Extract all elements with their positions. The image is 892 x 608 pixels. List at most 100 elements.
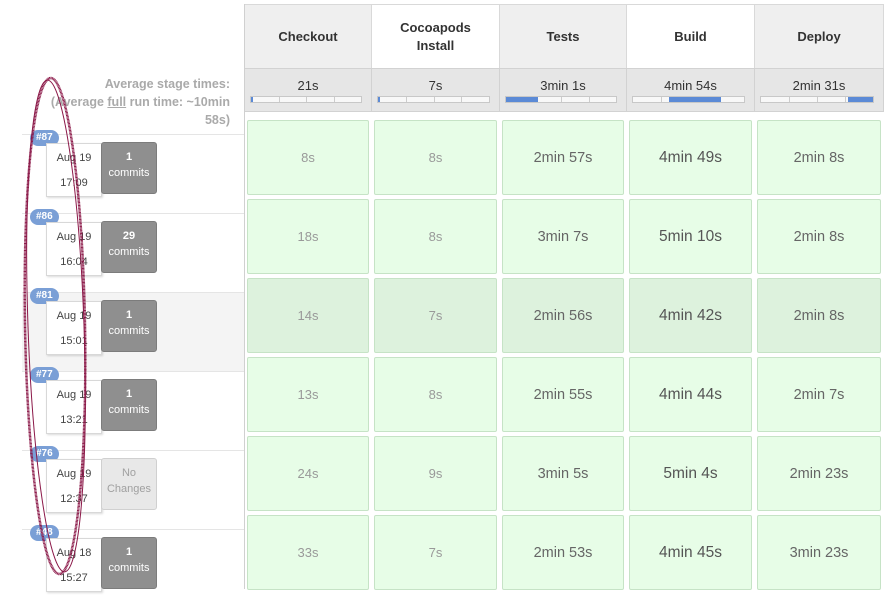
stage-cell-build[interactable]: 5min 10s [629,199,752,274]
stage-cell-cocoapods-install[interactable]: 9s [374,436,497,511]
stage-cell-checkout[interactable]: 24s [247,436,369,511]
stage-cell-checkout[interactable]: 14s [247,278,369,353]
stage-duration: 2min 8s [793,149,845,166]
progress-tick [278,97,280,102]
stage-cell-cocoapods-install[interactable]: 8s [374,357,497,432]
commits-button[interactable]: 1 commits [101,537,157,589]
commits-count: No [121,467,137,479]
progress-tick [433,97,435,102]
stage-duration: 9s [428,466,443,481]
stage-cell-tests[interactable]: 2min 55s [502,357,624,432]
avg-line-1: Average stage times: [104,77,230,91]
stage-cell-tests[interactable]: 2min 57s [502,120,624,195]
stage-duration: 18s [297,229,319,244]
full-run-time-link[interactable]: full [107,95,127,109]
progress-tick [561,97,562,102]
stage-duration: 3min 5s [537,465,589,482]
stage-cell-build[interactable]: 5min 4s [629,436,752,511]
stage-average-value: 7s [428,78,443,93]
stage-cell-deploy[interactable]: 2min 7s [757,357,881,432]
stage-duration: 2min 56s [533,307,593,324]
commits-button[interactable]: 29 commits [101,221,157,273]
stage-duration: 5min 10s [659,227,722,245]
stage-cell-build[interactable]: 4min 44s [629,357,752,432]
stage-cell-build[interactable]: 4min 45s [629,515,752,590]
stage-duration: 3min 7s [537,228,589,245]
commits-button[interactable]: 1 commits [101,142,157,194]
build-date: Aug 19 [56,231,92,243]
stage-cell-checkout[interactable]: 33s [247,515,369,590]
stage-cell-checkout[interactable]: 13s [247,357,369,432]
stage-header-build: Build [627,4,755,68]
commits-label: commits [108,562,150,574]
stage-cell-deploy[interactable]: 3min 23s [757,515,881,590]
stage-duration: 8s [428,150,443,165]
stage-duration: 24s [297,466,319,481]
stage-header-label: Tests [546,28,580,44]
stage-progress-bar [632,96,745,103]
build-row[interactable]: #76 Aug 19 12:37 No Changes [22,446,244,529]
stage-average-value: 21s [297,78,319,93]
build-row[interactable]: #87 Aug 19 17:09 1 commits [22,130,244,213]
commits-count: 1 [125,309,133,321]
stage-cell-tests[interactable]: 3min 5s [502,436,624,511]
stage-cell-checkout[interactable]: 8s [247,120,369,195]
commits-count: 1 [125,546,133,558]
avg-line-3: 58s) [204,113,230,127]
stage-cell-cocoapods-install[interactable]: 8s [374,199,497,274]
stage-duration: 2min 8s [793,307,845,324]
commits-button[interactable]: 1 commits [101,379,157,431]
stage-cell-tests[interactable]: 3min 7s [502,199,624,274]
commits-button[interactable]: 1 commits [101,300,157,352]
stage-cell-tests[interactable]: 2min 53s [502,515,624,590]
stage-progress-bar [250,96,362,103]
progress-fill [378,97,380,102]
stage-duration: 8s [428,387,443,402]
stage-duration: 7s [428,545,443,560]
build-date-box: Aug 19 17:09 [46,143,102,197]
stage-cell-cocoapods-install[interactable]: 7s [374,278,497,353]
stage-cell-tests[interactable]: 2min 56s [502,278,624,353]
stage-header-label: Cocoapods Install [400,19,471,53]
stage-duration: 8s [301,150,315,165]
stage-header-tests: Tests [500,4,627,68]
commits-label: commits [108,404,150,416]
build-row[interactable]: #77 Aug 19 13:21 1 commits [22,367,244,450]
build-row[interactable]: #86 Aug 19 16:04 29 commits [22,209,244,292]
stage-cell-deploy[interactable]: 2min 8s [757,278,881,353]
build-date: Aug 19 [56,468,92,480]
progress-tick [660,97,662,102]
stage-cell-build[interactable]: 4min 42s [629,278,752,353]
stage-cell-build[interactable]: 4min 49s [629,120,752,195]
build-time: 13:21 [60,414,88,426]
stage-cell-cocoapods-install[interactable]: 7s [374,515,497,590]
stage-average-value: 2min 31s [792,78,846,93]
stage-header-checkout: Checkout [245,4,372,68]
build-time: 16:04 [60,256,88,268]
stage-cell-deploy[interactable]: 2min 23s [757,436,881,511]
progress-tick [306,97,307,102]
stage-average-build: 4min 54s [627,68,755,112]
stage-duration: 13s [297,387,319,402]
build-date-box: Aug 18 15:27 [46,538,102,592]
commits-label: commits [108,167,150,179]
avg-line-2-post: run time: ~10min [126,95,230,109]
stage-duration: 4min 45s [659,543,722,561]
commits-label: commits [108,325,150,337]
stage-duration: 2min 57s [533,149,593,166]
build-time: 15:01 [60,335,88,347]
commits-label: Changes [106,483,152,495]
progress-tick [588,97,590,102]
stage-cell-deploy[interactable]: 2min 8s [757,120,881,195]
build-row[interactable]: #48 Aug 18 15:27 1 commits [22,525,244,608]
stage-cell-cocoapods-install[interactable]: 8s [374,120,497,195]
stage-cell-deploy[interactable]: 2min 8s [757,199,881,274]
stage-duration: 33s [297,545,319,560]
stage-header-label: Build [674,28,707,44]
progress-fill [848,97,873,102]
stage-duration: 2min 7s [793,386,845,403]
stage-duration: 14s [297,308,319,323]
stage-cell-checkout[interactable]: 18s [247,199,369,274]
build-row[interactable]: #81 Aug 19 15:01 1 commits [22,288,244,371]
avg-line-2: (Average full run time: ~10min [30,93,230,111]
